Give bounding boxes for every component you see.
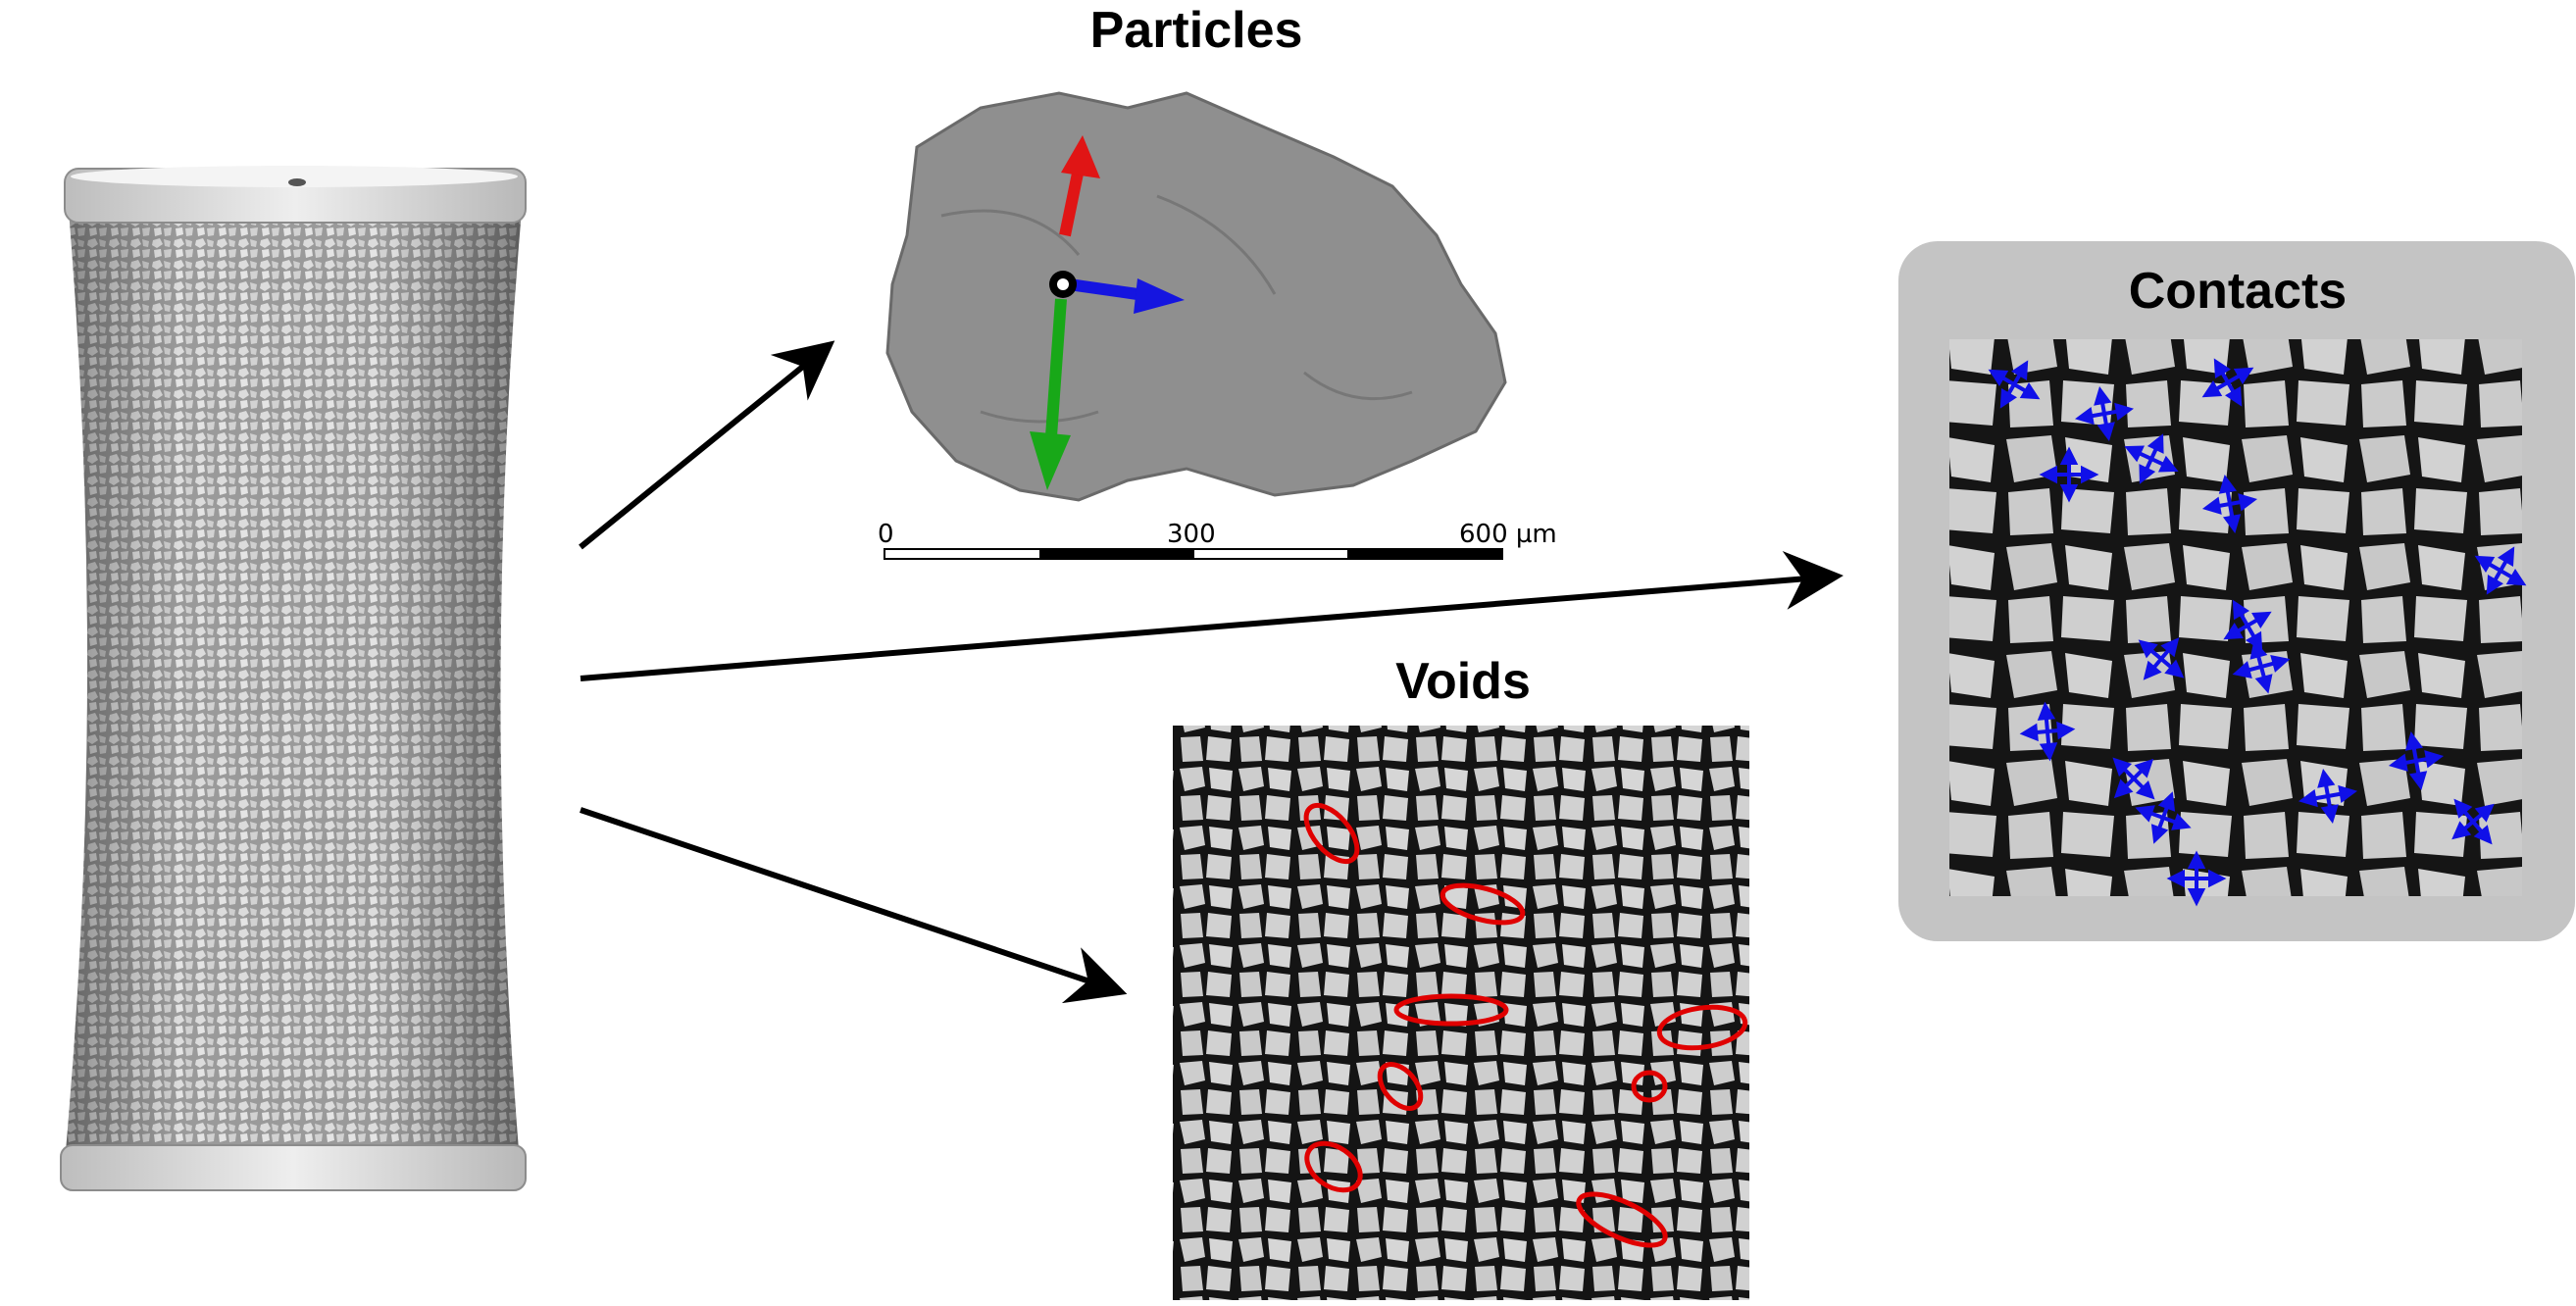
sample-cylinder bbox=[60, 166, 527, 1191]
void-outline bbox=[1576, 1191, 1668, 1248]
contact-marker bbox=[2074, 385, 2135, 442]
contacts-panel: Contacts bbox=[1898, 241, 2575, 941]
particles-panel: Particles 0 300 600 µm bbox=[878, 2, 1557, 560]
particles-title: Particles bbox=[1090, 2, 1303, 59]
contact-marker bbox=[2451, 798, 2495, 845]
void-outline bbox=[1656, 1004, 1748, 1051]
scale-bar: 0 300 600 µm bbox=[878, 520, 1557, 560]
voids-panel: Voids bbox=[1173, 653, 1749, 1300]
arrow-to-voids bbox=[580, 807, 1128, 1004]
contact-marker bbox=[2124, 433, 2179, 484]
contact-marker bbox=[2039, 446, 2099, 503]
contact-marker bbox=[2201, 358, 2254, 407]
contact-marker bbox=[2232, 639, 2291, 694]
contact-marker bbox=[1988, 360, 2041, 409]
contact-marker bbox=[2138, 637, 2185, 680]
scale-label-end: 600 µm bbox=[1459, 520, 1557, 549]
scale-label-start: 0 bbox=[878, 520, 894, 549]
voids-ct-slice bbox=[1173, 726, 1749, 1300]
void-outline bbox=[1303, 803, 1360, 864]
top-cap-hole bbox=[288, 178, 306, 186]
principal-axes bbox=[1030, 135, 1185, 490]
arrow-to-contacts bbox=[580, 550, 1844, 681]
workflow-arrows bbox=[579, 340, 1844, 1004]
arrow-to-particles bbox=[579, 340, 835, 550]
voids-title: Voids bbox=[1395, 653, 1531, 710]
void-outline bbox=[1304, 1140, 1363, 1193]
void-outlines bbox=[1303, 803, 1748, 1248]
contact-marker bbox=[2223, 599, 2272, 652]
contact-marker bbox=[2474, 546, 2527, 595]
particle-shape bbox=[885, 91, 1507, 502]
axis-red bbox=[1059, 167, 1085, 237]
scale-label-mid: 300 bbox=[1167, 520, 1216, 549]
contact-marker bbox=[2201, 474, 2258, 534]
void-outline bbox=[1393, 993, 1509, 1027]
void-outline bbox=[1631, 1070, 1668, 1103]
axis-blue bbox=[1068, 278, 1138, 300]
contact-marker bbox=[2166, 850, 2227, 907]
axis-green bbox=[1045, 298, 1067, 437]
contact-markers bbox=[1988, 358, 2527, 907]
bottom-cap bbox=[60, 1144, 527, 1191]
contact-marker bbox=[2019, 701, 2076, 762]
contact-marker bbox=[2112, 757, 2155, 800]
contact-marker bbox=[2135, 791, 2192, 844]
void-outline bbox=[1377, 1062, 1424, 1111]
contacts-title: Contacts bbox=[2129, 263, 2347, 320]
contact-marker bbox=[2388, 730, 2445, 791]
contact-marker bbox=[2298, 768, 2358, 825]
void-outline bbox=[1440, 882, 1526, 926]
